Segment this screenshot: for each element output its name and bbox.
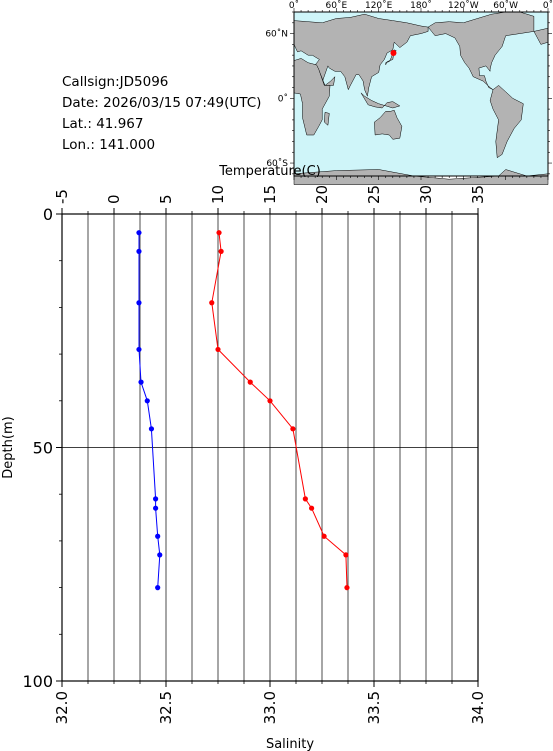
- map-lat-label: 60˚N: [265, 29, 288, 40]
- africa-land: [293, 58, 331, 136]
- salinity-point: [138, 379, 144, 385]
- south-america-land: [489, 85, 524, 159]
- bottom-axis-label: Salinity: [266, 737, 314, 751]
- temperature-point: [343, 552, 349, 558]
- indonesia-land: [360, 92, 401, 109]
- longitude-text: Lon.: 141.000: [62, 137, 156, 153]
- salinity-point: [155, 533, 161, 539]
- map-lon-label: 180˚: [410, 0, 432, 11]
- top-axis-tick-label: 35: [469, 185, 487, 204]
- station-info: Callsign:JD5096 Date: 2026/03/15 07:49(U…: [62, 72, 261, 156]
- map-lon-label: 120˚E: [365, 0, 393, 11]
- top-axis-tick-label: 20: [313, 185, 331, 204]
- temperature-point: [302, 496, 308, 502]
- depth-axis-tick-label: 50: [33, 439, 53, 458]
- top-axis-tick-label: 5: [157, 194, 175, 204]
- station-marker: [390, 50, 397, 57]
- map-lon-label: 0˚: [543, 0, 553, 11]
- temperature-point: [267, 398, 273, 404]
- top-axis-tick-label: 0: [105, 194, 123, 204]
- date-text: Date: 2026/03/15 07:49(UTC): [62, 95, 262, 111]
- map-lon-label: 0˚: [289, 0, 299, 11]
- depth-axis-tick-label: 100: [22, 672, 53, 691]
- temperature-point: [215, 346, 221, 353]
- salinity-point: [136, 248, 142, 254]
- salinity-point: [136, 346, 142, 353]
- map-lon-label: 120˚W: [448, 0, 479, 11]
- top-axis-tick-label: 10: [209, 185, 227, 204]
- temperature-point: [344, 585, 350, 591]
- salinity-point: [144, 398, 150, 404]
- bottom-axis-tick-label: 34.0: [469, 691, 487, 724]
- temperature-point: [218, 248, 224, 254]
- bottom-axis-tick-label: 32.0: [53, 691, 71, 724]
- map-lon-label: 60˚W: [493, 0, 518, 11]
- bottom-axis-tick-label: 33.0: [261, 691, 279, 724]
- bottom-axis-tick-label: 32.5: [157, 691, 175, 724]
- top-axis-tick-label: -5: [53, 189, 71, 204]
- top-axis-tick-label: 15: [261, 185, 279, 204]
- map-lat-label: 60˚S: [266, 158, 288, 169]
- depth-axis-label: Depth(m): [1, 416, 16, 478]
- temperature-point: [209, 300, 215, 306]
- salinity-point: [155, 585, 161, 591]
- temperature-point: [290, 426, 296, 432]
- salinity-point: [148, 426, 155, 432]
- temperature-line: [211, 232, 348, 588]
- depth-axis-tick-label: 0: [43, 205, 53, 224]
- map-lat-label: 0˚: [278, 93, 288, 104]
- australia-land: [374, 109, 403, 140]
- temperature-point: [321, 533, 327, 539]
- top-axis-label: Temperature(C): [218, 164, 321, 179]
- latitude-text: Lat.: 41.967: [62, 116, 144, 132]
- salinity-point: [136, 300, 142, 306]
- salinity-point: [136, 230, 142, 236]
- madagascar-land: [324, 111, 330, 126]
- temperature-point: [309, 505, 315, 511]
- bottom-axis-tick-label: 33.5: [365, 691, 383, 724]
- world-map: 0˚ 60˚E 120˚E 180˚ 120˚W 60˚W 0˚ 60˚N 0˚ 60˚S: [265, 0, 553, 185]
- map-lon-label: 60˚E: [326, 0, 348, 11]
- temperature-point: [216, 230, 222, 236]
- salinity-point: [153, 496, 159, 502]
- top-axis-tick-label: 25: [365, 185, 383, 204]
- salinity-point: [153, 505, 159, 511]
- salinity-line: [138, 232, 161, 588]
- top-axis-tick-label: 30: [417, 185, 435, 204]
- salinity-point: [157, 552, 163, 558]
- callsign-text: Callsign:JD5096: [62, 74, 169, 90]
- temperature-point: [247, 379, 253, 385]
